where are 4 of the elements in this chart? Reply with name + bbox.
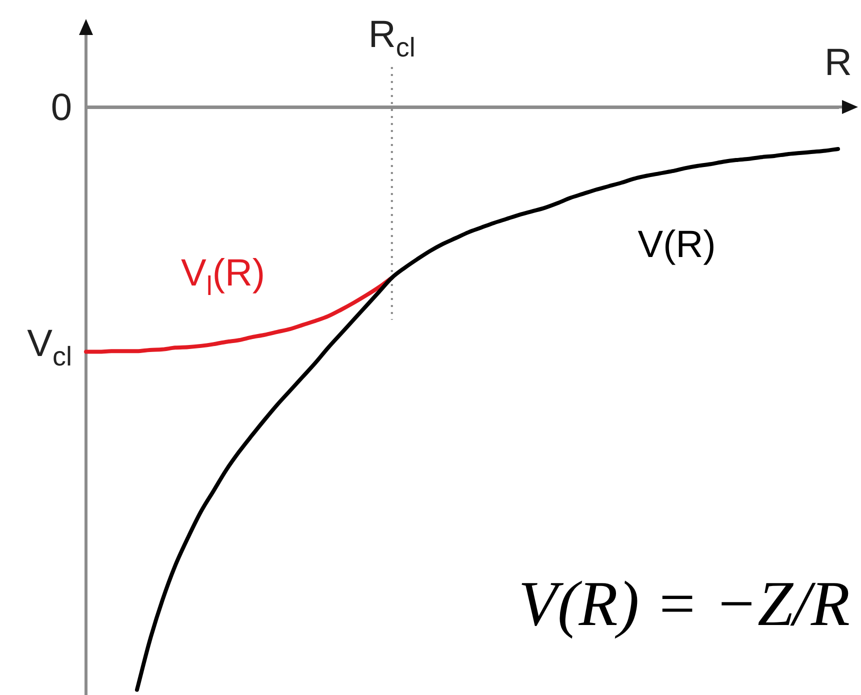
- series-label: V(R): [638, 224, 716, 266]
- text: 0: [50, 87, 72, 129]
- x-axis-title: R: [824, 42, 852, 84]
- annotation: V(R) = −Z/R: [518, 568, 850, 639]
